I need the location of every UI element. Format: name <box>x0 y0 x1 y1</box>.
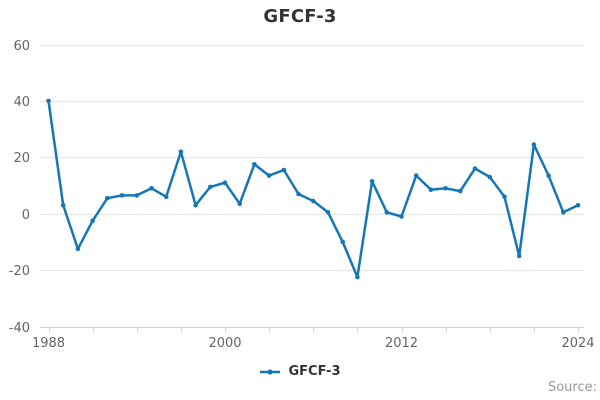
data-point-marker[interactable] <box>399 214 404 219</box>
data-point-marker[interactable] <box>413 173 419 178</box>
data-point-marker[interactable] <box>90 218 95 224</box>
x-tick-label: 2000 <box>208 336 241 351</box>
data-point-marker[interactable] <box>134 193 140 198</box>
y-tick-label: -20 <box>9 264 30 279</box>
data-point-marker[interactable] <box>266 173 272 178</box>
data-point-marker[interactable] <box>502 194 507 200</box>
legend-line-icon <box>260 368 281 375</box>
legend-label: GFCF-3 <box>288 364 341 379</box>
data-point-marker[interactable] <box>575 202 581 208</box>
data-point-marker[interactable] <box>222 180 228 185</box>
data-point-marker[interactable] <box>105 195 110 201</box>
chart-title: GFCF-3 <box>263 6 337 27</box>
data-point-marker[interactable] <box>163 194 169 200</box>
data-point-marker[interactable] <box>458 188 463 194</box>
y-tick-label: 0 <box>22 208 30 223</box>
y-tick-label: 60 <box>13 39 30 54</box>
data-point-marker[interactable] <box>119 193 125 198</box>
y-tick-label: 40 <box>13 95 30 110</box>
x-axis <box>40 327 585 333</box>
data-point-marker[interactable] <box>369 179 375 184</box>
data-point-marker[interactable] <box>46 98 51 104</box>
credits-source[interactable]: Source: <box>547 380 597 395</box>
data-point-marker[interactable] <box>487 174 493 180</box>
data-point-marker[interactable] <box>340 239 346 245</box>
data-point-marker[interactable] <box>325 210 331 215</box>
x-tick-label: 2024 <box>561 336 594 351</box>
x-tick-label: 2012 <box>385 336 418 351</box>
data-point-marker[interactable] <box>443 186 448 191</box>
data-point-marker[interactable] <box>75 246 81 252</box>
y-tick-label: -40 <box>9 321 30 336</box>
data-point-marker[interactable] <box>561 210 566 215</box>
series-line[interactable] <box>47 99 580 279</box>
data-point-marker[interactable] <box>355 274 360 280</box>
legend-item[interactable]: GFCF-3 <box>0 364 600 379</box>
data-point-marker[interactable] <box>516 253 522 259</box>
x-axis-labels: 1988 2000 2012 2024 <box>32 336 595 351</box>
data-point-marker[interactable] <box>472 166 478 171</box>
data-point-marker[interactable] <box>296 191 301 197</box>
data-point-marker[interactable] <box>384 210 390 215</box>
data-point-marker[interactable] <box>281 167 287 173</box>
data-point-marker[interactable] <box>193 202 198 208</box>
data-point-marker[interactable] <box>252 162 257 167</box>
series-gfcf-3[interactable] <box>46 98 581 280</box>
data-point-marker[interactable] <box>428 187 434 192</box>
y-tick-label: 20 <box>13 151 30 166</box>
data-point-marker[interactable] <box>237 201 242 207</box>
data-point-marker[interactable] <box>531 142 537 147</box>
data-point-marker[interactable] <box>311 198 316 204</box>
x-tick-label: 1988 <box>32 336 65 351</box>
data-point-marker[interactable] <box>546 173 551 178</box>
y-axis-labels: 60 40 20 0 -20 -40 <box>9 39 30 336</box>
data-point-marker[interactable] <box>178 149 184 154</box>
data-point-marker[interactable] <box>60 202 66 208</box>
data-point-marker[interactable] <box>208 184 213 190</box>
gridlines <box>40 45 585 328</box>
data-point-marker[interactable] <box>149 186 154 191</box>
